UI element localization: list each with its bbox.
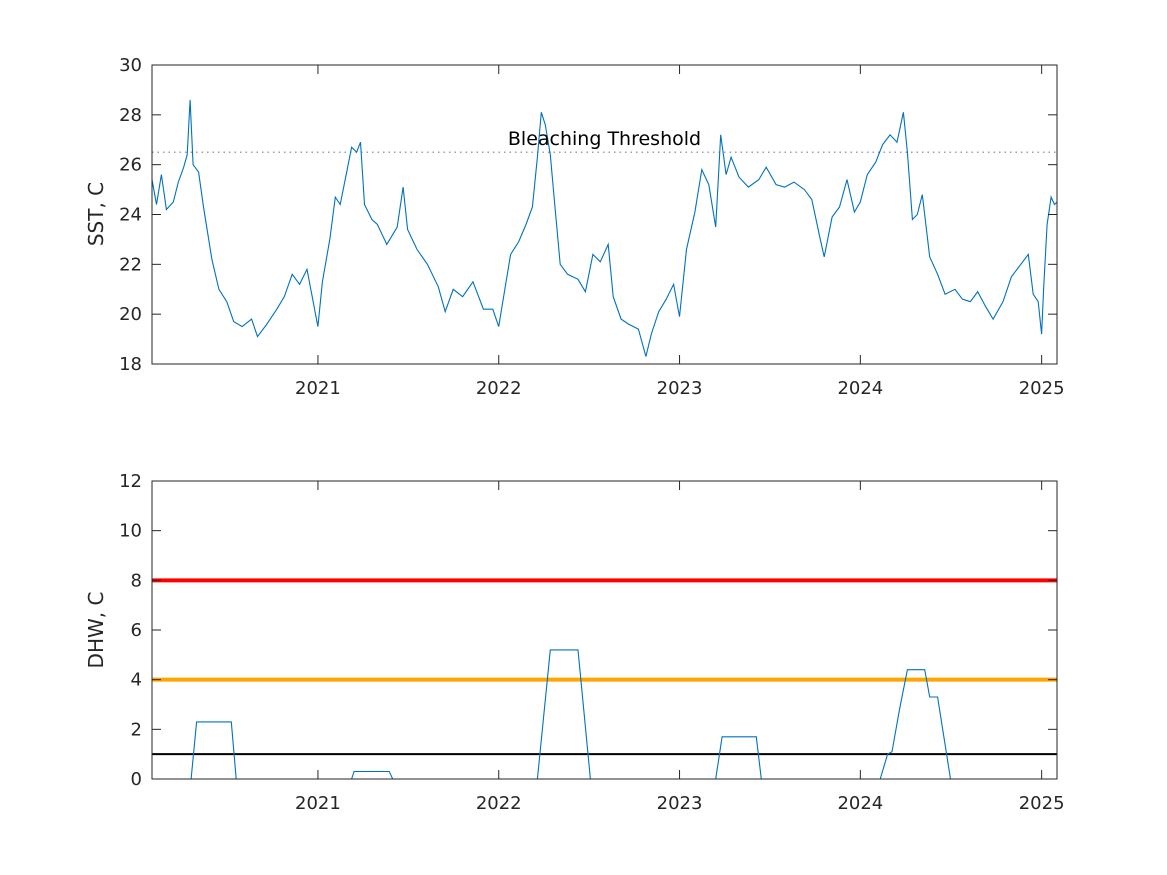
- bleaching-threshold-label: Bleaching Threshold: [508, 128, 701, 150]
- y-tick-label: 30: [119, 55, 142, 76]
- sst-x-ticks: 2021 2022 2023 2024 2025: [295, 65, 1065, 399]
- y-tick-label: 28: [119, 105, 142, 126]
- y-tick-label: 8: [131, 570, 142, 591]
- dhw-panel: 2021 2022 2023 2024 2025 0 2 4 6 8 10 12 DHW, C: [84, 471, 1065, 814]
- x-tick-label: 2024: [837, 378, 883, 399]
- y-tick-label: 4: [131, 670, 142, 691]
- x-tick-label: 2024: [837, 793, 883, 814]
- x-tick-label: 2022: [476, 793, 522, 814]
- x-tick-label: 2022: [476, 378, 522, 399]
- y-tick-label: 18: [119, 354, 142, 375]
- y-tick-label: 26: [119, 155, 142, 176]
- x-tick-label: 2023: [657, 378, 703, 399]
- sst-series-line: [151, 99, 1058, 357]
- y-tick-label: 24: [119, 205, 142, 226]
- dhw-reference-lines: [152, 578, 1057, 756]
- sst-y-axis-label: SST, C: [84, 182, 108, 246]
- y-tick-label: 12: [119, 471, 142, 492]
- x-tick-label: 2021: [295, 378, 341, 399]
- y-tick-label: 0: [131, 769, 142, 790]
- y-tick-label: 20: [119, 304, 142, 325]
- y-tick-label: 2: [131, 719, 142, 740]
- dhw-plot-area: [152, 481, 1057, 779]
- sst-panel: Bleaching Threshold 2021 2022 2023 2024 2025…: [84, 55, 1065, 399]
- x-tick-label: 2025: [1019, 793, 1065, 814]
- dhw-y-axis-label: DHW, C: [84, 592, 108, 669]
- sst-plot-area: [152, 65, 1057, 364]
- x-tick-label: 2023: [657, 793, 703, 814]
- x-tick-label: 2025: [1019, 378, 1065, 399]
- dhw-x-ticks: 2021 2022 2023 2024 2025: [295, 481, 1065, 814]
- sst-y-ticks: 18 20 22 24 26 28 30: [119, 55, 1057, 375]
- x-tick-label: 2021: [295, 793, 341, 814]
- y-tick-label: 6: [131, 620, 142, 641]
- y-tick-label: 10: [119, 521, 142, 542]
- y-tick-label: 22: [119, 254, 142, 275]
- dhw-y-ticks: 0 2 4 6 8 10 12: [119, 471, 1057, 790]
